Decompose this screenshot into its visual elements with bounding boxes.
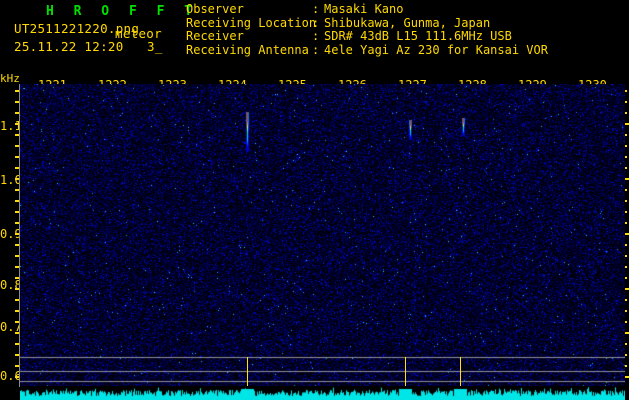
- y-tick-label: 1.0: [0, 173, 22, 187]
- metadata-colon: :: [312, 2, 320, 16]
- header: H R O F F T UT2511221220.png meteor 25.1…: [0, 0, 629, 70]
- axis-tick: [15, 145, 19, 147]
- y-tick-label: 0.6: [0, 369, 22, 383]
- axis-tick: [15, 343, 19, 345]
- y-axis-unit-label: kHz: [0, 72, 20, 85]
- axis-tick: [15, 299, 19, 301]
- metadata-colon: :: [312, 15, 320, 30]
- axis-tick: [15, 101, 19, 103]
- metadata-value: 4ele Yagi Az 230 for Kansai VOR: [324, 42, 548, 57]
- metadata-key: Receiving Location: [186, 15, 317, 30]
- datetime-label: 25.11.22 12:20 3_: [14, 39, 163, 54]
- axis-tick: [15, 266, 19, 268]
- metadata-key: Observer: [186, 2, 244, 16]
- axis-tick: [622, 178, 629, 180]
- metadata-row: Receiver : SDR# 43dB L15 111.6MHz USB: [186, 30, 548, 44]
- axis-tick: [15, 321, 19, 323]
- axis-tick: [15, 167, 19, 169]
- axis-tick: [15, 354, 19, 356]
- axis-tick: [622, 332, 629, 334]
- metadata-value: Masaki Kano: [324, 2, 404, 16]
- axis-tick: [622, 233, 629, 235]
- axis-tick: [15, 376, 20, 378]
- meteor-overlay-label: meteor: [115, 26, 162, 41]
- spectrogram-plot[interactable]: [20, 84, 625, 387]
- counter-value: 3_: [147, 39, 163, 54]
- metadata-value: SDR# 43dB L15 111.6MHz USB: [324, 29, 512, 44]
- metadata-row: Receiving Antenna : 4ele Yagi Az 230 for…: [186, 42, 548, 58]
- y-tick-label: 1.1: [0, 119, 22, 133]
- signal-level-strip: [20, 386, 625, 400]
- metadata-row: Observer : Masaki Kano: [186, 2, 548, 17]
- app-title: H R O F F T: [46, 4, 199, 19]
- metadata-row: Receiving Location : Shibukawa, Gunma, J…: [186, 15, 548, 31]
- spectrogram-canvas[interactable]: [20, 84, 625, 387]
- axis-tick: [622, 123, 629, 125]
- time-marker: [405, 357, 406, 387]
- axis-tick: [15, 90, 19, 92]
- time-marker: [460, 357, 461, 387]
- metadata-key: Receiver: [186, 29, 244, 44]
- metadata-colon: :: [312, 29, 320, 44]
- axis-tick: [15, 244, 19, 246]
- metadata-key: Receiving Antenna: [186, 42, 309, 57]
- signal-level-canvas: [20, 386, 625, 400]
- axis-tick: [15, 189, 19, 191]
- axis-tick: [15, 200, 19, 202]
- axis-tick: [15, 211, 19, 213]
- metadata-block: Observer : Masaki Kano Receiving Locatio…: [186, 2, 548, 58]
- axis-tick: [15, 156, 19, 158]
- axis-tick: [15, 112, 19, 114]
- metadata-value: Shibukawa, Gunma, Japan: [324, 15, 491, 30]
- datetime-value: 25.11.22 12:20: [14, 39, 124, 54]
- axis-tick: [15, 255, 19, 257]
- axis-tick: [15, 332, 20, 334]
- axis-tick: [622, 288, 629, 290]
- axis-tick: [15, 178, 20, 180]
- axis-tick: [15, 222, 19, 224]
- metadata-colon: :: [312, 42, 320, 57]
- axis-tick: [15, 134, 19, 136]
- filename-label: UT2511221220.png: [14, 21, 140, 36]
- axis-tick: [15, 277, 19, 279]
- axis-tick: [15, 288, 20, 290]
- axis-tick: [622, 376, 629, 378]
- axis-tick: [15, 123, 20, 125]
- axis-tick: [15, 233, 20, 235]
- y-axis-line: [19, 84, 20, 387]
- time-marker: [247, 357, 248, 387]
- axis-tick: [15, 365, 19, 367]
- y-tick-label: 0.7: [0, 320, 22, 334]
- axis-tick: [15, 310, 19, 312]
- y-tick-label: 0.9: [0, 227, 22, 241]
